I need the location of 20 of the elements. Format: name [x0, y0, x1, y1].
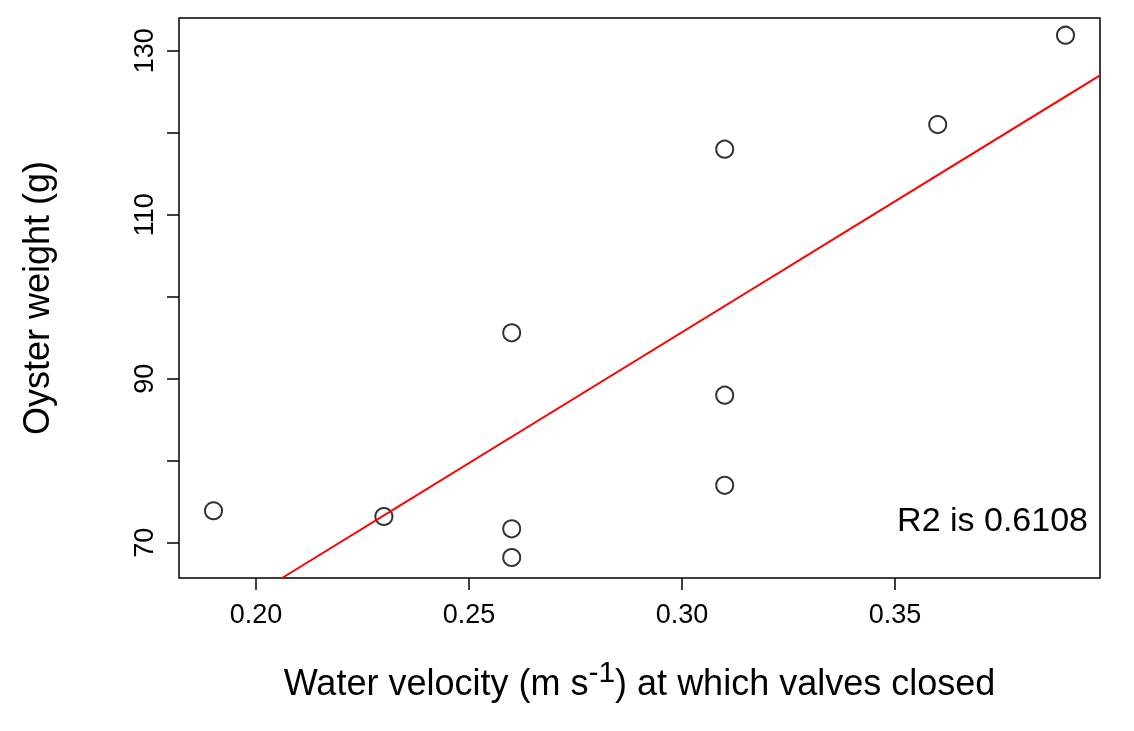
y-tick-label: 110: [128, 193, 159, 237]
x-tick-label: 0.30: [655, 598, 709, 629]
x-axis-title: Water velocity (m s$^{-1}$) at which valves closed: [282, 655, 997, 704]
point: [1056, 25, 1075, 45]
y-tick-label: 130: [128, 28, 159, 74]
point: [928, 115, 948, 135]
point: [502, 548, 522, 567]
point: [715, 385, 735, 405]
y-tick-label: 70: [128, 527, 159, 558]
x-tick-label: 0.35: [868, 598, 922, 629]
x-tick-label: 0.20: [229, 598, 283, 629]
point: [204, 501, 224, 521]
annotation: R2 is 0.6108: [897, 500, 1088, 539]
x-tick-label: 0.25: [442, 598, 496, 629]
point: [715, 139, 735, 159]
point: [502, 323, 522, 343]
point: [502, 519, 522, 539]
y-tick-label: 90: [128, 363, 159, 394]
point: [715, 475, 735, 495]
y-axis-title: Oyster weight (g): [15, 160, 57, 436]
